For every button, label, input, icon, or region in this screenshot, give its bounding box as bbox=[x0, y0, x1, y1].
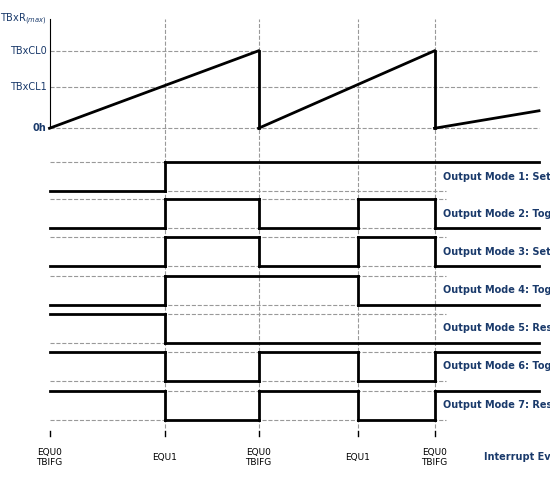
Text: EQU1: EQU1 bbox=[345, 453, 370, 462]
Text: EQU0
TBIFG: EQU0 TBIFG bbox=[421, 448, 448, 467]
Text: EQU0
TBIFG: EQU0 TBIFG bbox=[36, 448, 63, 467]
Text: Interrupt Events: Interrupt Events bbox=[484, 453, 550, 462]
Text: Output Mode 6: Toggle/Set: Output Mode 6: Toggle/Set bbox=[443, 362, 550, 371]
Text: TBxR$_{(max)}$: TBxR$_{(max)}$ bbox=[0, 12, 47, 27]
Text: Output Mode 4: Toggle: Output Mode 4: Toggle bbox=[443, 286, 550, 295]
Text: Output Mode 7: Reset/Set: Output Mode 7: Reset/Set bbox=[443, 400, 550, 410]
Text: Output Mode 5: Reset: Output Mode 5: Reset bbox=[443, 323, 550, 333]
Text: EQU1: EQU1 bbox=[152, 453, 178, 462]
Text: TBxCL1: TBxCL1 bbox=[10, 82, 47, 92]
Text: 0h: 0h bbox=[33, 123, 47, 133]
Text: EQU0
TBIFG: EQU0 TBIFG bbox=[245, 448, 272, 467]
Text: TBxCL0: TBxCL0 bbox=[10, 46, 47, 56]
Text: Output Mode 3: Set/Reset: Output Mode 3: Set/Reset bbox=[443, 247, 550, 257]
Text: Output Mode 2: Toggle/Reset: Output Mode 2: Toggle/Reset bbox=[443, 209, 550, 219]
Text: Output Mode 1: Set: Output Mode 1: Set bbox=[443, 172, 550, 182]
